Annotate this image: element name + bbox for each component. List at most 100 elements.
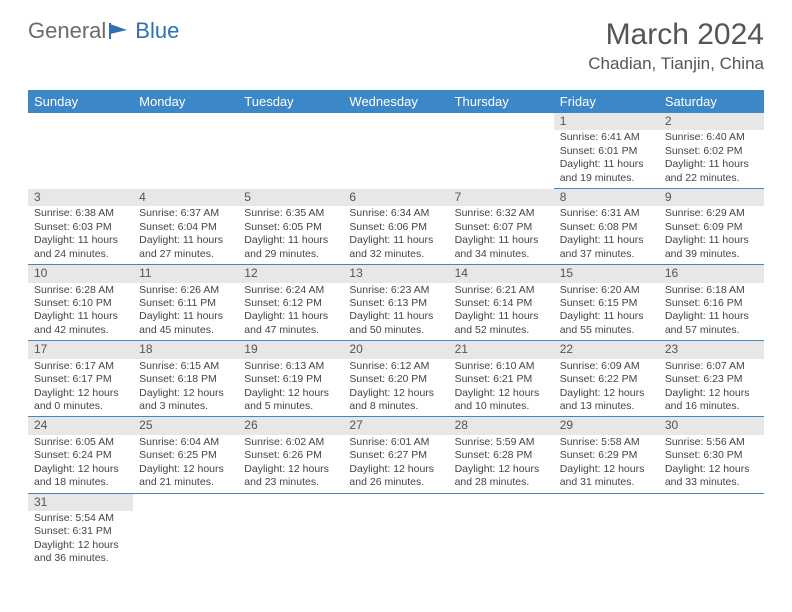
calendar-cell	[659, 494, 764, 569]
weekday-header-row: SundayMondayTuesdayWednesdayThursdayFrid…	[28, 90, 764, 113]
daylight-text: Daylight: 11 hours	[139, 310, 232, 323]
weekday-header: Saturday	[659, 90, 764, 113]
sunset-text: Sunset: 6:18 PM	[139, 373, 232, 386]
calendar-cell: 8Sunrise: 6:31 AMSunset: 6:08 PMDaylight…	[554, 189, 659, 265]
calendar-cell: 31Sunrise: 5:54 AMSunset: 6:31 PMDayligh…	[28, 494, 133, 569]
daylight-text: Daylight: 11 hours	[560, 234, 653, 247]
day-number: 1	[554, 113, 659, 130]
calendar-cell: 2Sunrise: 6:40 AMSunset: 6:02 PMDaylight…	[659, 113, 764, 189]
day-number: 2	[659, 113, 764, 130]
calendar-cell: 30Sunrise: 5:56 AMSunset: 6:30 PMDayligh…	[659, 417, 764, 493]
day-data: Sunrise: 6:13 AMSunset: 6:19 PMDaylight:…	[238, 359, 343, 418]
calendar-cell: 17Sunrise: 6:17 AMSunset: 6:17 PMDayligh…	[28, 341, 133, 417]
day-data: Sunrise: 6:24 AMSunset: 6:12 PMDaylight:…	[238, 283, 343, 342]
flag-icon	[109, 23, 131, 39]
calendar-cell: 27Sunrise: 6:01 AMSunset: 6:27 PMDayligh…	[343, 417, 448, 493]
sunset-text: Sunset: 6:06 PM	[349, 221, 442, 234]
sunset-text: Sunset: 6:24 PM	[34, 449, 127, 462]
daylight-text-2: and 26 minutes.	[349, 476, 442, 489]
calendar-cell: 15Sunrise: 6:20 AMSunset: 6:15 PMDayligh…	[554, 265, 659, 341]
calendar-cell: 18Sunrise: 6:15 AMSunset: 6:18 PMDayligh…	[133, 341, 238, 417]
sunset-text: Sunset: 6:10 PM	[34, 297, 127, 310]
daylight-text-2: and 33 minutes.	[665, 476, 758, 489]
sunrise-text: Sunrise: 6:17 AM	[34, 360, 127, 373]
day-number: 26	[238, 417, 343, 434]
day-data: Sunrise: 6:20 AMSunset: 6:15 PMDaylight:…	[554, 283, 659, 342]
day-data: Sunrise: 6:07 AMSunset: 6:23 PMDaylight:…	[659, 359, 764, 418]
sunset-text: Sunset: 6:17 PM	[34, 373, 127, 386]
daylight-text-2: and 47 minutes.	[244, 324, 337, 337]
daylight-text: Daylight: 11 hours	[560, 310, 653, 323]
day-number: 8	[554, 189, 659, 206]
calendar-cell: 24Sunrise: 6:05 AMSunset: 6:24 PMDayligh…	[28, 417, 133, 493]
daylight-text: Daylight: 12 hours	[139, 463, 232, 476]
calendar-cell	[28, 113, 133, 189]
sunset-text: Sunset: 6:29 PM	[560, 449, 653, 462]
sunset-text: Sunset: 6:09 PM	[665, 221, 758, 234]
day-data: Sunrise: 6:26 AMSunset: 6:11 PMDaylight:…	[133, 283, 238, 342]
calendar-cell: 23Sunrise: 6:07 AMSunset: 6:23 PMDayligh…	[659, 341, 764, 417]
day-data: Sunrise: 6:05 AMSunset: 6:24 PMDaylight:…	[28, 435, 133, 494]
daylight-text: Daylight: 12 hours	[665, 387, 758, 400]
day-number: 7	[449, 189, 554, 206]
sunset-text: Sunset: 6:14 PM	[455, 297, 548, 310]
day-data: Sunrise: 6:29 AMSunset: 6:09 PMDaylight:…	[659, 206, 764, 265]
day-number: 20	[343, 341, 448, 358]
daylight-text-2: and 18 minutes.	[34, 476, 127, 489]
daylight-text: Daylight: 12 hours	[244, 463, 337, 476]
calendar-table: SundayMondayTuesdayWednesdayThursdayFrid…	[28, 90, 764, 569]
calendar-cell: 25Sunrise: 6:04 AMSunset: 6:25 PMDayligh…	[133, 417, 238, 493]
calendar-row: 3Sunrise: 6:38 AMSunset: 6:03 PMDaylight…	[28, 189, 764, 265]
calendar-cell: 16Sunrise: 6:18 AMSunset: 6:16 PMDayligh…	[659, 265, 764, 341]
sunset-text: Sunset: 6:23 PM	[665, 373, 758, 386]
day-number: 24	[28, 417, 133, 434]
day-data: Sunrise: 6:28 AMSunset: 6:10 PMDaylight:…	[28, 283, 133, 342]
daylight-text-2: and 45 minutes.	[139, 324, 232, 337]
daylight-text: Daylight: 11 hours	[560, 158, 653, 171]
daylight-text-2: and 50 minutes.	[349, 324, 442, 337]
daylight-text: Daylight: 12 hours	[349, 387, 442, 400]
daylight-text: Daylight: 11 hours	[244, 234, 337, 247]
calendar-body: 1Sunrise: 6:41 AMSunset: 6:01 PMDaylight…	[28, 113, 764, 569]
sunrise-text: Sunrise: 6:31 AM	[560, 207, 653, 220]
daylight-text: Daylight: 12 hours	[349, 463, 442, 476]
day-number: 3	[28, 189, 133, 206]
sunset-text: Sunset: 6:01 PM	[560, 145, 653, 158]
sunset-text: Sunset: 6:22 PM	[560, 373, 653, 386]
daylight-text: Daylight: 12 hours	[34, 539, 127, 552]
calendar-row: 17Sunrise: 6:17 AMSunset: 6:17 PMDayligh…	[28, 341, 764, 417]
daylight-text-2: and 42 minutes.	[34, 324, 127, 337]
sunrise-text: Sunrise: 6:28 AM	[34, 284, 127, 297]
weekday-header: Friday	[554, 90, 659, 113]
sunrise-text: Sunrise: 6:24 AM	[244, 284, 337, 297]
sunset-text: Sunset: 6:02 PM	[665, 145, 758, 158]
calendar-cell: 5Sunrise: 6:35 AMSunset: 6:05 PMDaylight…	[238, 189, 343, 265]
sunrise-text: Sunrise: 5:58 AM	[560, 436, 653, 449]
sunrise-text: Sunrise: 5:59 AM	[455, 436, 548, 449]
sunrise-text: Sunrise: 6:04 AM	[139, 436, 232, 449]
calendar-cell: 22Sunrise: 6:09 AMSunset: 6:22 PMDayligh…	[554, 341, 659, 417]
daylight-text-2: and 23 minutes.	[244, 476, 337, 489]
day-data: Sunrise: 6:32 AMSunset: 6:07 PMDaylight:…	[449, 206, 554, 265]
daylight-text: Daylight: 11 hours	[455, 234, 548, 247]
daylight-text: Daylight: 11 hours	[665, 310, 758, 323]
calendar-cell	[449, 113, 554, 189]
day-number: 4	[133, 189, 238, 206]
daylight-text: Daylight: 12 hours	[560, 387, 653, 400]
sunrise-text: Sunrise: 5:54 AM	[34, 512, 127, 525]
sunrise-text: Sunrise: 6:18 AM	[665, 284, 758, 297]
daylight-text-2: and 22 minutes.	[665, 172, 758, 185]
daylight-text: Daylight: 11 hours	[349, 234, 442, 247]
sunrise-text: Sunrise: 6:21 AM	[455, 284, 548, 297]
daylight-text: Daylight: 11 hours	[34, 234, 127, 247]
sunrise-text: Sunrise: 6:34 AM	[349, 207, 442, 220]
sunrise-text: Sunrise: 5:56 AM	[665, 436, 758, 449]
sunrise-text: Sunrise: 6:07 AM	[665, 360, 758, 373]
daylight-text-2: and 55 minutes.	[560, 324, 653, 337]
daylight-text: Daylight: 12 hours	[455, 387, 548, 400]
logo: General Blue	[28, 18, 179, 44]
day-number: 14	[449, 265, 554, 282]
calendar-cell: 4Sunrise: 6:37 AMSunset: 6:04 PMDaylight…	[133, 189, 238, 265]
day-number: 15	[554, 265, 659, 282]
daylight-text-2: and 39 minutes.	[665, 248, 758, 261]
